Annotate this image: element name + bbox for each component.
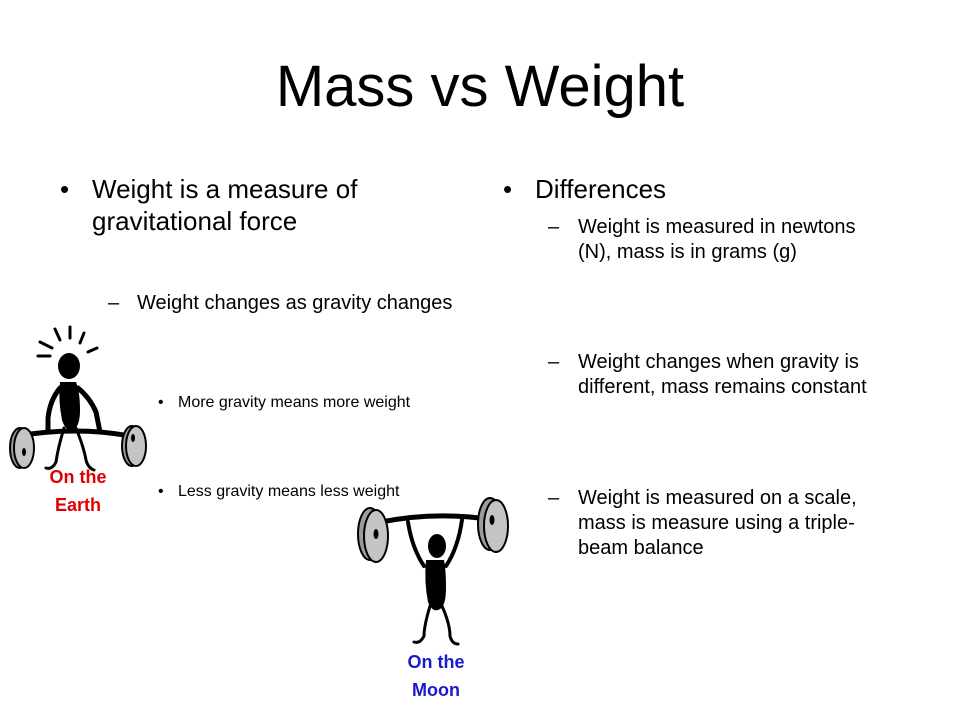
slide-title: Mass vs Weight <box>275 54 685 119</box>
right-sub-text-1: Weight is measured in newtons (N), mass … <box>578 216 856 263</box>
right-bullet-text: Differences <box>535 174 667 204</box>
moon-label-line-1: On the <box>407 652 465 672</box>
bullet-dot: • <box>158 483 164 500</box>
right-sub-bullet-3: – Weight is measured on a scale, mass is… <box>548 486 878 561</box>
left-subsub-text-2: Less gravity means less weight <box>178 483 400 500</box>
right-sub-bullet-1: – Weight is measured in newtons (N), mas… <box>548 215 878 265</box>
earth-label-line-2: Earth <box>54 495 101 515</box>
earth-label: On the Earth <box>28 463 128 519</box>
right-sub-text-2: Weight changes when gravity is different… <box>578 351 867 398</box>
left-sub-bullet: – Weight changes as gravity changes <box>108 291 458 316</box>
dash-marker: – <box>548 487 560 509</box>
left-subsub-bullet-2: • Less gravity means less weight <box>158 482 458 502</box>
dash-marker: – <box>548 216 560 238</box>
bullet-dot: • <box>60 174 70 204</box>
left-subsub-text-1: More gravity means more weight <box>178 394 411 411</box>
right-bullet: • Differences <box>503 173 903 205</box>
right-sub-bullet-2: – Weight changes when gravity is differe… <box>548 350 878 400</box>
bullet-dot: • <box>158 394 164 411</box>
left-bullet: • Weight is a measure of gravitational f… <box>60 173 440 237</box>
bullet-dot: • <box>503 174 513 204</box>
moon-label-line-2: Moon <box>412 680 460 700</box>
left-bullet-text: Weight is a measure of gravitational for… <box>92 174 358 236</box>
right-sub-text-3: Weight is measured on a scale, mass is m… <box>578 487 857 559</box>
moon-label: On the Moon <box>386 648 486 704</box>
earth-label-line-1: On the <box>49 467 107 487</box>
dash-marker: – <box>548 351 560 373</box>
left-subsub-bullet-1: • More gravity means more weight <box>158 393 458 413</box>
left-sub-text: Weight changes as gravity changes <box>137 292 453 314</box>
dash-marker: – <box>108 292 120 314</box>
